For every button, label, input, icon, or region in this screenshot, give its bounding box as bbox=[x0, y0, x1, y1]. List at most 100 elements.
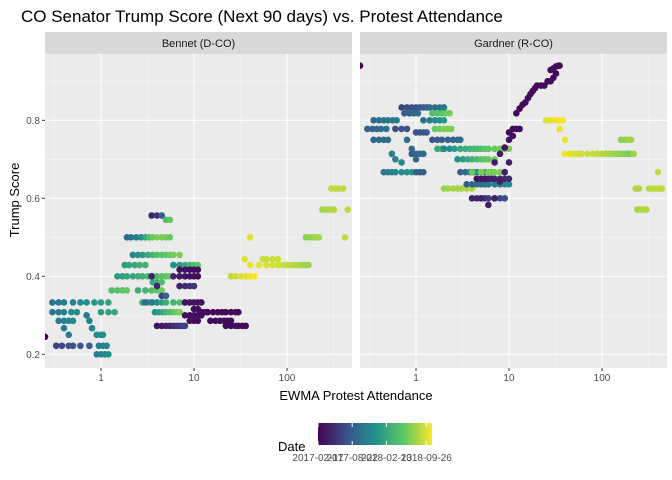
legend-tick-label: 2017-02-17 bbox=[292, 453, 344, 464]
data-point bbox=[55, 299, 62, 306]
data-point bbox=[491, 168, 498, 176]
data-point bbox=[58, 342, 66, 350]
data-point bbox=[134, 251, 142, 259]
x-axis-title: EWMA Protest Attendance bbox=[279, 388, 432, 403]
data-point bbox=[194, 317, 202, 325]
data-point bbox=[542, 117, 550, 124]
data-point bbox=[139, 251, 146, 259]
data-point bbox=[153, 273, 161, 280]
data-point bbox=[269, 261, 276, 269]
data-point bbox=[181, 299, 189, 306]
data-point bbox=[457, 145, 464, 153]
data-point bbox=[485, 180, 492, 188]
data-point bbox=[232, 273, 239, 280]
data-point bbox=[383, 125, 390, 133]
data-point bbox=[485, 168, 492, 176]
data-point bbox=[451, 145, 458, 153]
data-point bbox=[440, 104, 448, 111]
data-point bbox=[561, 150, 569, 158]
data-point bbox=[496, 150, 504, 158]
data-point bbox=[45, 333, 49, 341]
data-point bbox=[403, 168, 411, 176]
data-point bbox=[170, 273, 177, 280]
data-point bbox=[449, 185, 457, 192]
data-point bbox=[170, 261, 177, 269]
data-point bbox=[170, 251, 177, 259]
data-point bbox=[97, 299, 105, 306]
data-point bbox=[403, 104, 411, 111]
data-point bbox=[468, 195, 476, 202]
data-point bbox=[134, 287, 142, 294]
data-point bbox=[176, 273, 183, 280]
facet-panels: Bennet (D-CO) Gardner (R-CO) bbox=[45, 32, 667, 368]
data-point bbox=[420, 150, 427, 158]
data-point bbox=[448, 125, 455, 133]
legend-tick-label: 2018-09-26 bbox=[401, 453, 453, 464]
data-point bbox=[69, 299, 77, 306]
data-point bbox=[49, 299, 56, 306]
data-point bbox=[485, 195, 492, 202]
data-point bbox=[246, 273, 254, 280]
data-point bbox=[339, 185, 347, 192]
data-point bbox=[392, 156, 399, 163]
data-point bbox=[105, 308, 112, 316]
data-point bbox=[627, 136, 635, 144]
data-point bbox=[142, 287, 149, 294]
data-point bbox=[496, 168, 504, 176]
data-point bbox=[458, 185, 465, 192]
data-point bbox=[204, 308, 211, 316]
legend-tick-label: 2017-08-22 bbox=[327, 453, 379, 464]
data-point bbox=[330, 206, 338, 213]
facet-panel: Bennet (D-CO) bbox=[45, 32, 352, 368]
data-point bbox=[584, 150, 591, 158]
data-point bbox=[274, 255, 282, 263]
data-point bbox=[269, 255, 276, 263]
data-point bbox=[194, 261, 202, 269]
data-point bbox=[73, 308, 81, 316]
data-point bbox=[148, 287, 155, 294]
points bbox=[45, 185, 352, 358]
data-point bbox=[398, 168, 405, 176]
data-point bbox=[158, 278, 166, 286]
data-point bbox=[341, 234, 349, 241]
data-point bbox=[274, 261, 282, 269]
x-tick-label: 10 bbox=[188, 373, 200, 384]
data-point bbox=[209, 308, 217, 316]
data-point bbox=[131, 261, 138, 269]
chart-title: CO Senator Trump Score (Next 90 days) vs… bbox=[21, 7, 503, 26]
data-point bbox=[142, 261, 149, 269]
data-point bbox=[136, 261, 143, 269]
data-point bbox=[181, 266, 189, 274]
data-point bbox=[370, 117, 377, 124]
x-tick-label: 1 bbox=[98, 373, 104, 384]
data-point bbox=[123, 287, 131, 294]
data-point bbox=[438, 136, 446, 144]
data-point bbox=[431, 104, 439, 111]
y-axis: 0.2 0.4 0.6 0.8 bbox=[26, 116, 45, 361]
data-point bbox=[431, 125, 439, 133]
data-point bbox=[344, 206, 352, 213]
legend-tick-label: 2018-02-13 bbox=[361, 453, 413, 464]
data-point bbox=[222, 322, 230, 330]
data-point bbox=[420, 168, 427, 176]
points bbox=[360, 62, 666, 213]
data-point bbox=[227, 273, 235, 280]
y-axis-title: Trump Score bbox=[7, 163, 22, 238]
data-point bbox=[77, 299, 84, 306]
data-point bbox=[242, 322, 250, 330]
data-point bbox=[360, 62, 364, 69]
data-point bbox=[60, 308, 68, 316]
data-point bbox=[459, 156, 467, 163]
data-point bbox=[561, 136, 569, 144]
data-point bbox=[148, 299, 155, 306]
data-point bbox=[420, 117, 427, 124]
data-point bbox=[198, 299, 205, 306]
data-point bbox=[429, 109, 436, 117]
data-point bbox=[491, 175, 498, 183]
data-point bbox=[181, 322, 189, 330]
data-point bbox=[477, 195, 485, 202]
data-point bbox=[370, 136, 377, 144]
data-point bbox=[153, 282, 161, 290]
data-point bbox=[398, 104, 405, 111]
